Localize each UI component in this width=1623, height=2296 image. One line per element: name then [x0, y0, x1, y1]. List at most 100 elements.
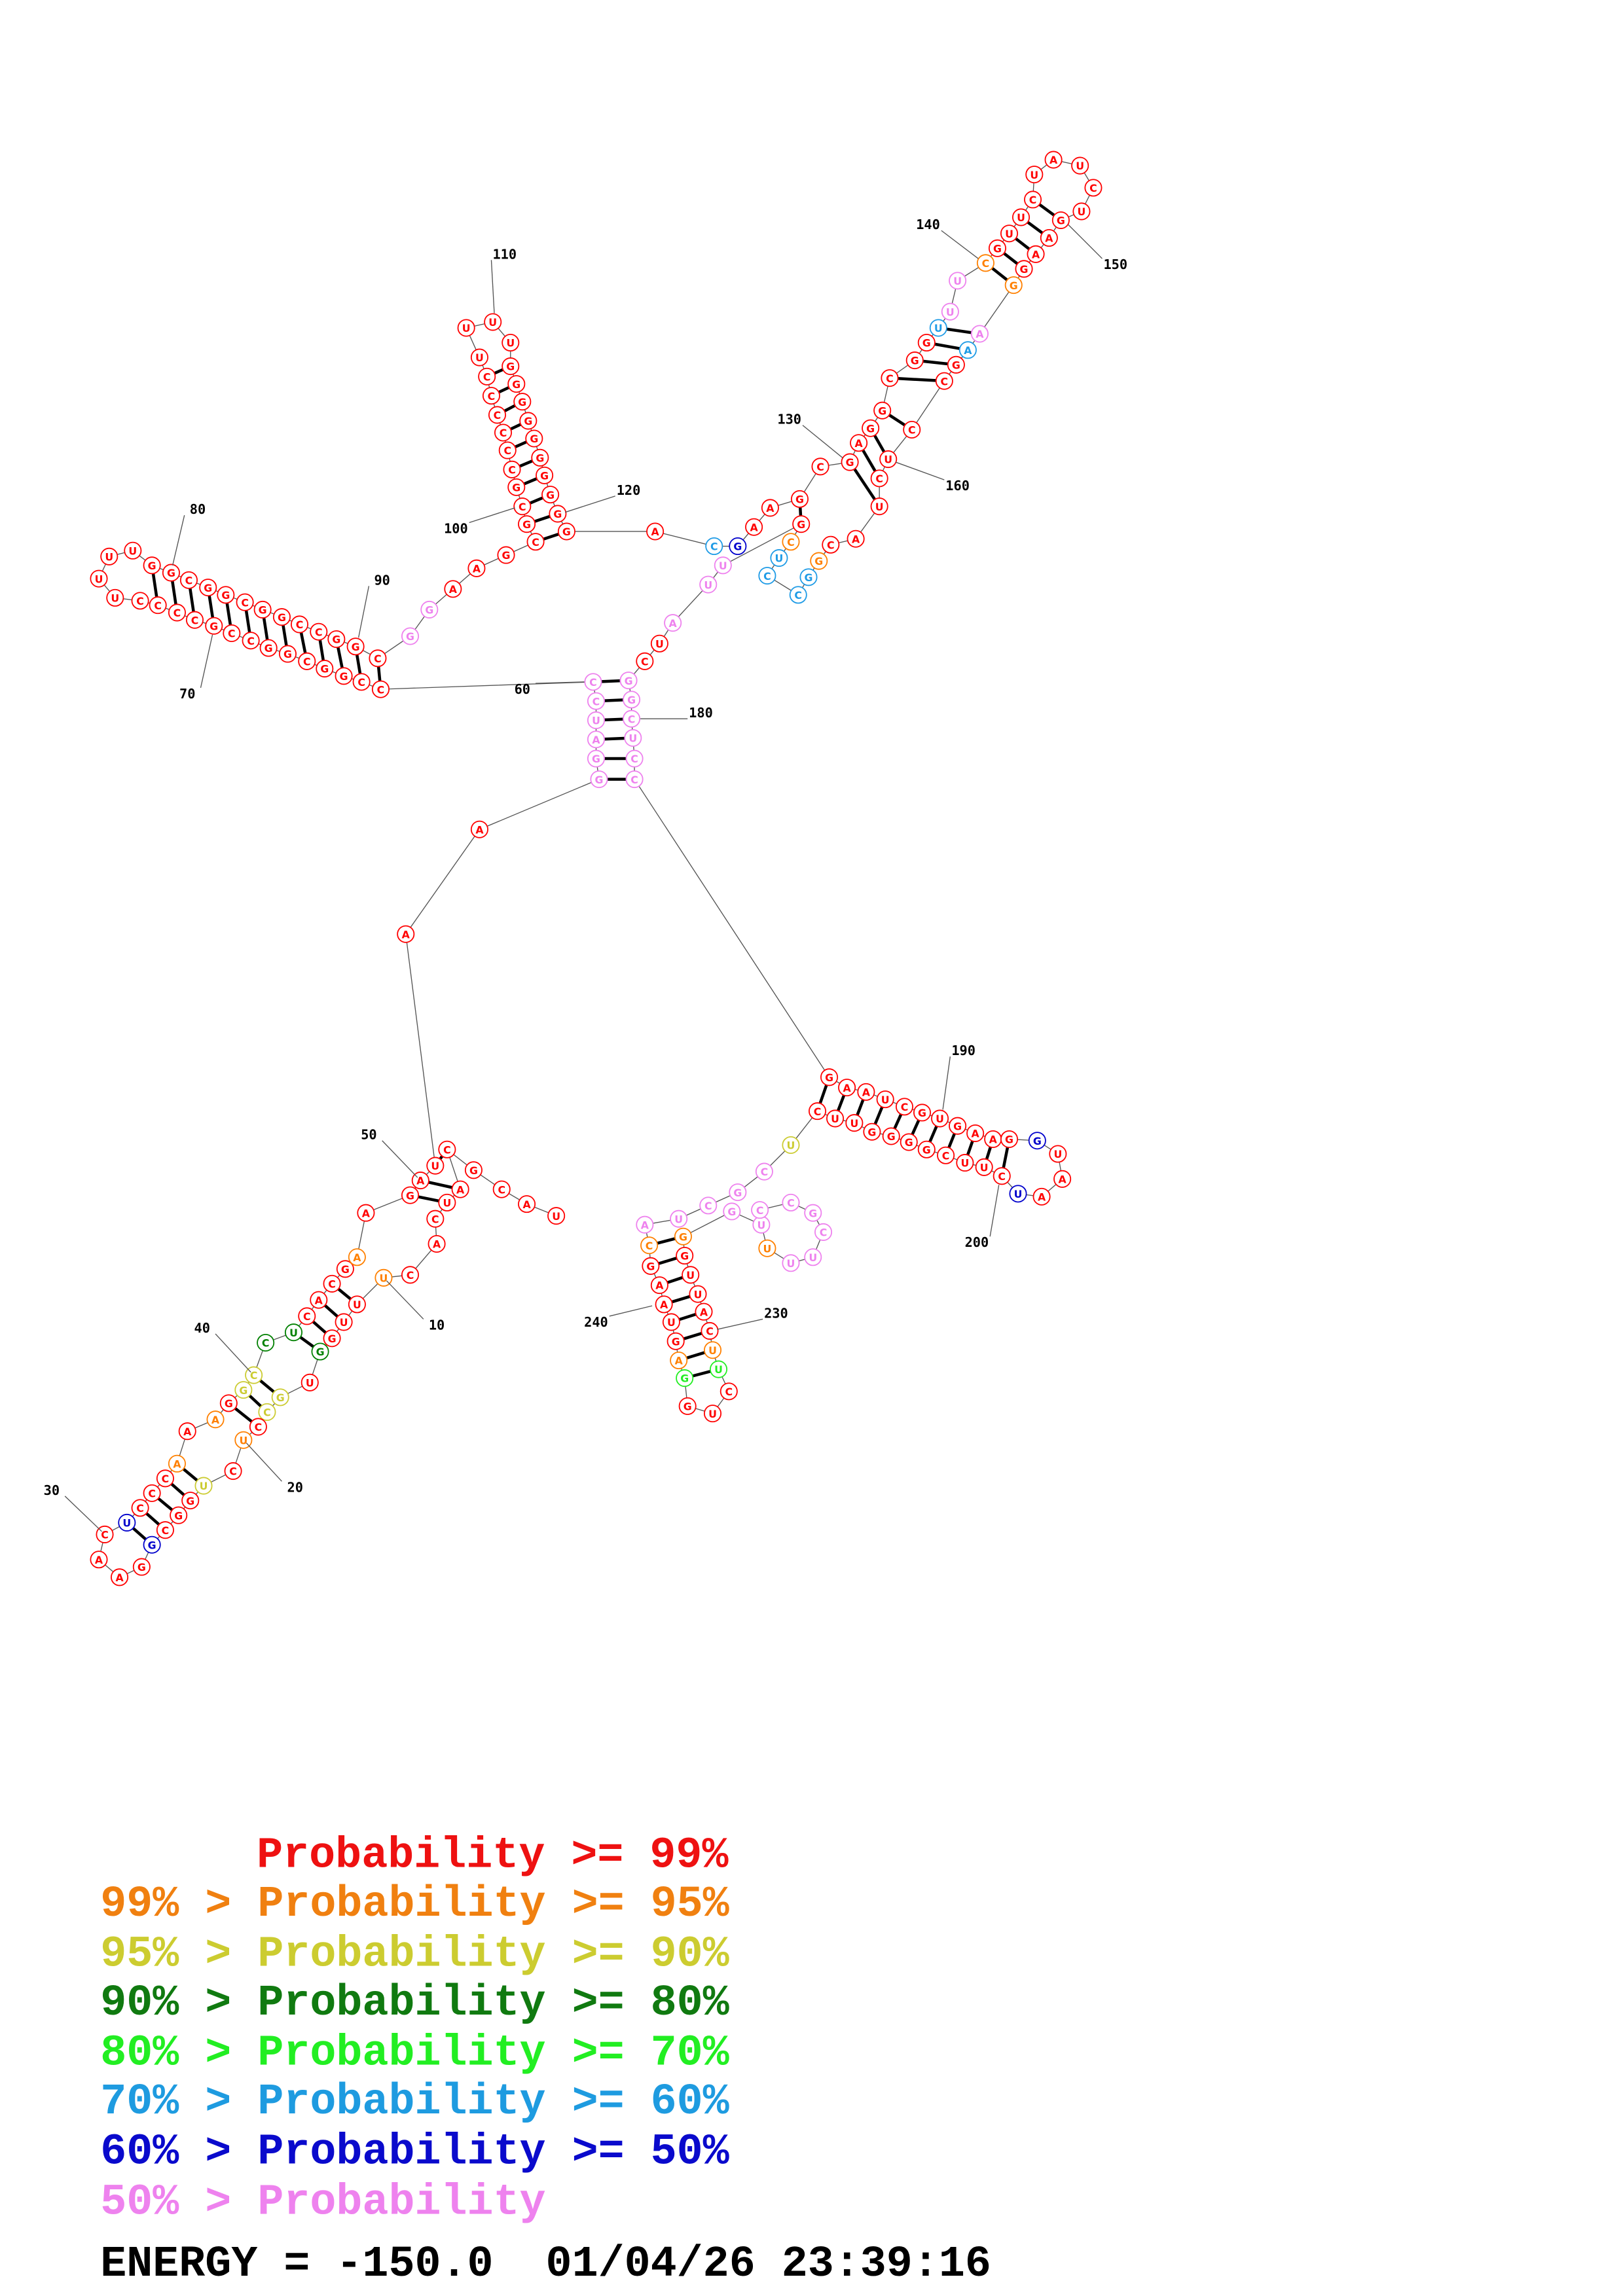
nucleotide: G — [1057, 215, 1065, 227]
nucleotide: U — [960, 1157, 969, 1170]
nucleotide-circle — [857, 1083, 875, 1101]
nucleotide-circle — [242, 632, 260, 650]
nucleotide-circle — [438, 1140, 456, 1158]
nucleotide-circle — [168, 1454, 186, 1473]
nucleotide-circle — [149, 596, 167, 615]
number-pointer — [246, 1443, 282, 1482]
nucleotide: G — [540, 470, 549, 482]
nucleotide: C — [377, 683, 385, 696]
nucleotide-circle — [132, 1558, 151, 1576]
nucleotide: U — [340, 1316, 348, 1329]
nucleotide: U — [1017, 211, 1025, 224]
nucleotide: C — [827, 539, 835, 551]
base-pair — [947, 1133, 957, 1149]
nucleotide-circle — [525, 429, 543, 448]
nucleotide: C — [875, 473, 883, 485]
nucleotide: G — [795, 493, 804, 506]
nucleotide-circle — [701, 1321, 719, 1340]
nucleotide: U — [592, 715, 600, 727]
nucleotide-circle — [335, 1313, 353, 1331]
base-pair — [798, 507, 803, 516]
base-pair — [171, 581, 177, 605]
nucleotide: G — [283, 648, 292, 660]
nucleotide-circle — [1025, 166, 1044, 184]
nucleotide: C — [794, 589, 802, 601]
nucleotide: U — [1014, 1188, 1023, 1200]
base-pair — [151, 573, 158, 598]
nucleotide-circle — [507, 478, 526, 496]
nucleotide-circle — [789, 586, 807, 604]
nucleotide: G — [562, 526, 571, 538]
nucleotide-circle — [678, 1397, 697, 1415]
nucleotide-circle — [584, 673, 602, 691]
nucleotide: G — [167, 567, 175, 579]
nucleotide: U — [763, 1242, 771, 1255]
nucleotide: U — [239, 1434, 247, 1446]
number-label: 200 — [965, 1234, 989, 1250]
nucleotide-circle — [670, 1210, 688, 1228]
legend-entry: 99% > Probability >= 95% — [100, 1880, 729, 1929]
nucleotide: A — [700, 1306, 708, 1318]
number-pointer — [490, 260, 495, 314]
number-pointer — [172, 515, 185, 565]
nucleotide-circle — [937, 1146, 955, 1164]
nucleotide-circle — [682, 1266, 700, 1284]
nucleotide: U — [686, 1269, 695, 1282]
nucleotide: U — [1030, 169, 1038, 181]
base-pair — [523, 477, 538, 486]
nucleotide: G — [276, 1391, 285, 1404]
nucleotide-circle — [587, 711, 605, 729]
nucleotide-circle — [470, 820, 488, 838]
nucleotide-circle — [958, 341, 977, 359]
nucleotide: G — [210, 620, 218, 632]
nucleotide: C — [303, 1310, 311, 1323]
nucleotide: G — [221, 589, 230, 601]
base-pair — [529, 496, 543, 505]
nucleotide-circle — [444, 580, 462, 598]
nucleotide-circle — [587, 730, 605, 749]
nucleotide-circle — [625, 770, 644, 789]
nucleotide: C — [136, 1502, 144, 1515]
nucleotide: G — [406, 1189, 414, 1202]
nucleotide-circle — [205, 617, 223, 635]
nucleotide: C — [508, 464, 516, 476]
nucleotide-circle — [845, 1114, 864, 1132]
nucleotide: G — [332, 634, 340, 646]
nucleotide-circle — [792, 515, 811, 533]
nucleotide: A — [475, 823, 484, 836]
nucleotide: U — [946, 306, 955, 318]
nucleotide: U — [881, 1094, 890, 1106]
nucleotide-circle — [106, 588, 124, 607]
nucleotide: A — [315, 1294, 323, 1306]
nucleotide-circle — [1084, 179, 1103, 197]
nucleotide: C — [443, 1143, 451, 1156]
nucleotide-circle — [547, 1207, 566, 1225]
nucleotide: A — [115, 1571, 124, 1584]
nucleotide: G — [866, 422, 875, 435]
nucleotide-circle — [705, 537, 723, 556]
nucleotide-circle — [900, 1133, 918, 1151]
nucleotide: C — [886, 372, 894, 385]
nucleotide: G — [993, 242, 1002, 255]
nucleotide-circle — [194, 1477, 213, 1495]
nucleotide: A — [989, 1134, 998, 1146]
nucleotide-circle — [709, 1360, 728, 1378]
nucleotide-circle — [162, 564, 180, 582]
nucleotide: G — [352, 641, 360, 653]
nucleotide-circle — [811, 457, 830, 476]
nucleotide: G — [672, 1335, 680, 1348]
nucleotide: G — [680, 1372, 689, 1385]
nucleotide-circle — [518, 515, 536, 533]
nucleotide: U — [1005, 228, 1013, 240]
nucleotide-circle — [761, 499, 779, 517]
nucleotide: A — [1038, 1191, 1046, 1204]
nucleotide-circle — [131, 592, 149, 610]
nucleotide: C — [756, 1204, 764, 1217]
nucleotide-circle — [847, 529, 865, 548]
nucleotide-circle — [870, 469, 888, 488]
nucleotide: A — [402, 928, 410, 941]
nucleotide-circle — [1009, 1185, 1027, 1203]
nucleotide-circle — [90, 1551, 108, 1569]
nucleotide-circle — [118, 1513, 136, 1532]
nucleotide-circle — [662, 1313, 680, 1331]
